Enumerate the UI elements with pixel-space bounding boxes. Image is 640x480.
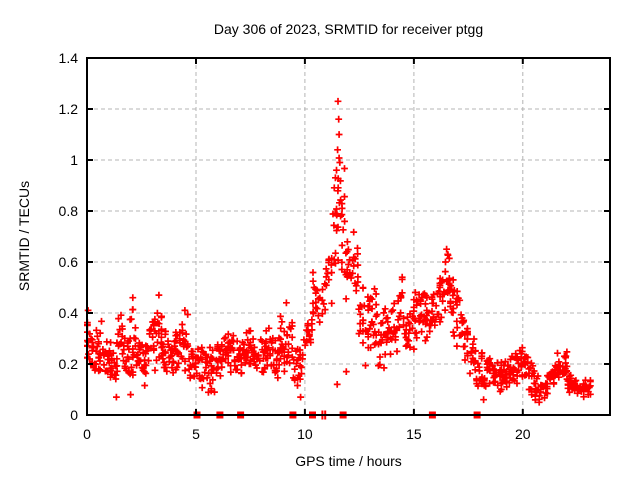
y-tick-label: 0.4: [59, 305, 79, 321]
x-tick-label: 0: [83, 426, 91, 442]
x-axis-label: GPS time / hours: [295, 453, 402, 469]
plot-border: [86, 57, 611, 416]
y-tick-label: 0.8: [59, 203, 79, 219]
y-tick-label: 0: [70, 407, 78, 423]
scatter-points: [84, 97, 594, 406]
x-tick-labels: 0 5 10 15 20: [83, 426, 531, 442]
y-tick-label: 1.2: [59, 101, 79, 117]
y-tick-labels: 0 0.2 0.4 0.6 0.8 1 1.2 1.4: [59, 50, 79, 423]
x-tick-label: 20: [515, 426, 531, 442]
y-tick-label: 0.6: [59, 254, 79, 270]
x-tick-label: 15: [406, 426, 422, 442]
y-tick-label: 1: [70, 152, 78, 168]
x-tick-label: 10: [297, 426, 313, 442]
chart-title: Day 306 of 2023, SRMTID for receiver ptg…: [213, 21, 484, 37]
y-tick-label: 0.2: [59, 356, 79, 372]
y-tick-label: 1.4: [59, 50, 79, 66]
axis-ticks: [86, 57, 610, 416]
x-tick-label: 5: [192, 426, 200, 442]
